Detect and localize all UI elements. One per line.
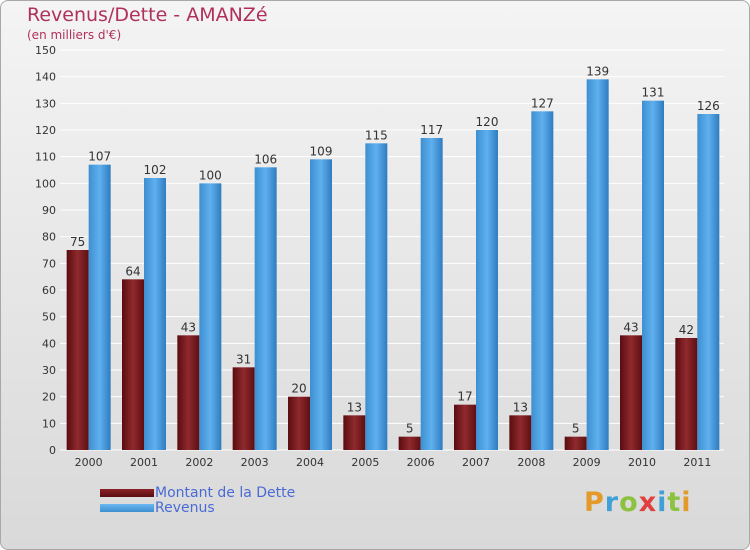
data-label-dette: 43	[181, 320, 196, 334]
x-tick-label: 2009	[573, 456, 601, 469]
x-axis-ticks: 2000 2001 2002 2003 2004 2005 2006 2007 2008 2009…	[75, 456, 712, 469]
data-label-revenus: 120	[476, 115, 499, 129]
y-tick-label: 60	[42, 284, 56, 297]
bar-revenus	[199, 183, 222, 451]
y-axis-ticks: 0 10 20 30 40 50 60 70 80 90 100 110 120 130 140 150	[35, 44, 56, 457]
legend-label-revenus: Revenus	[155, 500, 215, 516]
y-tick-label: 90	[42, 204, 56, 217]
data-label-revenus: 100	[199, 168, 222, 182]
x-tick-label: 2000	[75, 456, 103, 469]
bar-revenus	[420, 138, 443, 450]
bar-dette	[454, 404, 476, 450]
y-tick-label: 30	[42, 364, 56, 377]
bar-revenus	[531, 111, 554, 450]
y-tick-label: 150	[35, 44, 56, 57]
y-tick-label: 40	[42, 337, 56, 350]
bar-dette	[122, 279, 144, 450]
data-label-revenus: 117	[420, 123, 443, 137]
x-tick-label: 2003	[241, 456, 269, 469]
bar-dette	[564, 436, 587, 450]
x-tick-label: 2011	[683, 456, 711, 469]
data-label-dette: 31	[236, 352, 251, 366]
data-label-revenus: 107	[88, 150, 111, 164]
data-label-dette: 20	[291, 382, 306, 396]
bar-revenus	[144, 178, 166, 450]
data-label-revenus: 109	[310, 144, 333, 158]
legend-swatch-revenus	[100, 504, 154, 512]
data-label-dette: 5	[572, 422, 580, 436]
data-label-revenus: 102	[144, 163, 167, 177]
data-label-dette: 42	[679, 323, 694, 337]
data-label-revenus: 127	[531, 96, 554, 110]
bar-revenus	[310, 159, 332, 451]
y-tick-label: 100	[35, 177, 56, 190]
data-label-revenus: 115	[365, 128, 388, 142]
y-tick-label: 80	[42, 231, 56, 244]
bar-dette	[66, 250, 89, 450]
y-tick-label: 140	[35, 71, 56, 84]
x-tick-label: 2007	[462, 456, 490, 469]
y-tick-label: 110	[35, 151, 56, 164]
bar-revenus	[642, 100, 664, 451]
bar-dette	[509, 415, 532, 450]
x-tick-label: 2004	[296, 456, 324, 469]
bar-revenus	[254, 167, 277, 451]
bar-dette	[675, 338, 698, 450]
legend-swatch-dette	[100, 489, 154, 497]
y-tick-label: 20	[42, 391, 56, 404]
data-label-dette: 43	[623, 320, 638, 334]
data-label-revenus: 131	[642, 86, 665, 100]
bar-dette	[343, 415, 366, 450]
y-tick-label: 0	[49, 444, 56, 457]
bar-dette	[177, 335, 200, 450]
x-tick-label: 2005	[351, 456, 379, 469]
x-tick-label: 2001	[130, 456, 158, 469]
data-label-dette: 17	[457, 390, 472, 404]
y-tick-label: 70	[42, 257, 56, 270]
y-tick-label: 10	[42, 417, 56, 430]
bar-dette	[398, 436, 421, 450]
x-tick-label: 2010	[628, 456, 656, 469]
chart-subtitle: (en milliers d'€)	[27, 28, 122, 42]
bar-revenus	[476, 130, 498, 450]
bar-revenus	[365, 143, 388, 451]
data-label-revenus: 106	[254, 152, 277, 166]
y-tick-label: 120	[35, 124, 56, 137]
data-label-dette: 13	[513, 400, 528, 414]
data-label-dette: 5	[406, 422, 414, 436]
x-tick-label: 2002	[185, 456, 213, 469]
bar-dette	[288, 396, 310, 450]
data-label-dette: 13	[347, 400, 362, 414]
data-label-dette: 64	[125, 264, 140, 278]
chart-title: Revenus/Dette - AMANZé	[27, 4, 268, 26]
proxiti-logo: Proxiti	[584, 487, 692, 518]
grid-lines	[60, 49, 724, 451]
data-labels: 75 107 64 102 43 100 31 106 20 109 13 115 5 117 17 120 1…	[70, 64, 720, 435]
data-label-revenus: 139	[586, 64, 609, 78]
y-tick-label: 50	[42, 311, 56, 324]
bar-dette	[620, 335, 642, 450]
y-tick-label: 130	[35, 97, 56, 110]
data-label-revenus: 126	[697, 99, 720, 113]
bars	[66, 79, 720, 451]
x-tick-label: 2008	[517, 456, 545, 469]
legend-label-dette: Montant de la Dette	[155, 485, 296, 501]
bar-revenus	[88, 164, 111, 450]
bar-dette	[232, 367, 255, 450]
bar-revenus	[586, 79, 609, 450]
bar-revenus	[697, 114, 720, 450]
x-tick-label: 2006	[407, 456, 435, 469]
data-label-dette: 75	[70, 235, 85, 249]
